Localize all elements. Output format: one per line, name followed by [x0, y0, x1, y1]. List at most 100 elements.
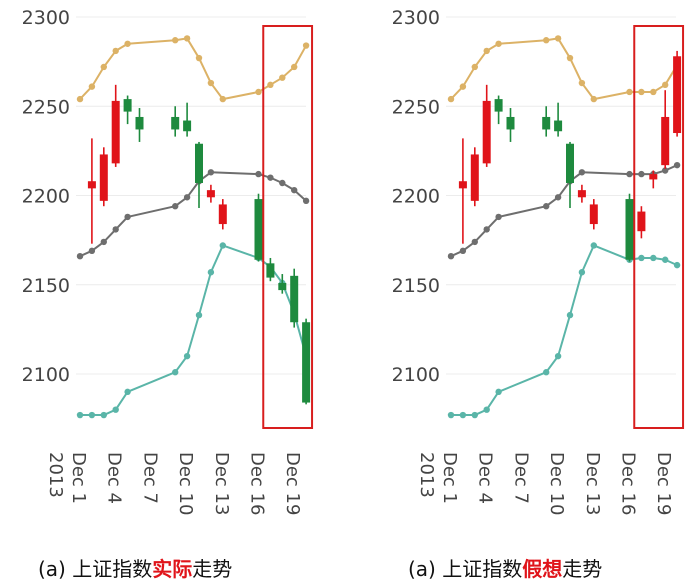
- ma_short-point: [638, 88, 645, 96]
- highlight-box: [633, 25, 685, 429]
- candle-down: [290, 268, 299, 328]
- candle-down: [625, 193, 634, 262]
- candle-body: [218, 204, 227, 225]
- candle-body: [542, 116, 551, 130]
- y-tick-label: 2100: [392, 364, 440, 386]
- x-tick-label: Dec 19: [282, 452, 303, 515]
- ma_short-point: [626, 88, 633, 96]
- ma_mid-point: [673, 161, 681, 169]
- ma_long-point: [172, 369, 179, 376]
- candle-up: [649, 170, 658, 189]
- candle-up: [637, 206, 646, 239]
- ma_short-point: [207, 79, 215, 87]
- ma_short-point: [183, 35, 191, 42]
- ma_long-point: [483, 406, 490, 413]
- candle-down: [171, 106, 180, 137]
- candle-down: [254, 193, 263, 262]
- candle-body: [266, 263, 275, 278]
- x-tick-label: Dec 7: [510, 452, 531, 504]
- ma_short-point: [219, 95, 226, 103]
- x-tick-sublabel: 2013: [45, 452, 66, 498]
- ma_short-point: [124, 40, 131, 47]
- ma_long-point: [195, 311, 203, 319]
- candle-body: [123, 99, 132, 112]
- ma_mid-point: [543, 203, 550, 210]
- ma_short-point: [302, 42, 310, 49]
- ma_mid-point: [471, 238, 478, 246]
- candle-body: [458, 181, 467, 189]
- candle-body: [649, 174, 658, 180]
- ma_short-point: [447, 95, 455, 103]
- ma_long-point: [566, 311, 574, 319]
- ma_long-point: [650, 254, 657, 262]
- caption-hypothetical: (a) 上证指数假想走势: [408, 553, 602, 582]
- ma_long-point: [447, 411, 455, 419]
- ma_mid-point: [267, 174, 274, 181]
- ma_mid-point: [76, 252, 84, 260]
- ma_long-point: [112, 406, 119, 413]
- candle-down: [506, 108, 515, 142]
- ma_mid-point: [255, 170, 262, 178]
- caption-actual-highlight: 实际: [152, 557, 193, 581]
- caption-hypothetical-prefix: (a) 上证指数: [408, 557, 523, 581]
- y-tick-label: 2250: [392, 96, 440, 118]
- candle-body: [183, 120, 192, 132]
- candle-up: [458, 138, 467, 244]
- ma_mid-point: [207, 169, 215, 176]
- x-tick-label: Dec 10: [175, 452, 196, 515]
- candle-body: [290, 275, 299, 323]
- candle-body: [111, 100, 120, 164]
- ma_mid-point: [662, 167, 669, 174]
- x-tick-label: Dec 10: [546, 452, 567, 515]
- candle-body: [278, 282, 287, 291]
- candle-up: [589, 199, 598, 230]
- ma_short-point: [543, 37, 550, 44]
- ma_long-point: [495, 388, 502, 396]
- ma_mid-point: [626, 170, 633, 178]
- candle-body: [195, 143, 203, 184]
- ma_mid-point: [638, 170, 645, 178]
- ma_short-point: [483, 47, 490, 55]
- candle-down: [566, 141, 574, 208]
- ma_short-point: [255, 88, 262, 96]
- ma_long-point: [207, 269, 215, 276]
- ma_short-point: [100, 63, 108, 71]
- ma_short-point: [279, 74, 286, 81]
- candle-body: [470, 154, 479, 201]
- ma_mid-point: [302, 197, 310, 205]
- candle-body: [577, 190, 586, 198]
- caption-actual-prefix: (a) 上证指数: [38, 557, 153, 581]
- x-tick-label: Dec 13: [211, 452, 232, 515]
- ma_long-point: [662, 256, 669, 263]
- ma_short-point: [590, 95, 597, 103]
- x-tick-label: Dec 19: [653, 452, 674, 515]
- candle-down: [123, 95, 132, 125]
- candle-up: [673, 50, 682, 137]
- candle-body: [589, 204, 598, 225]
- candle-body: [135, 116, 144, 130]
- ma_short-point: [471, 63, 478, 71]
- x-tick-label: Dec 16: [247, 452, 268, 515]
- ma_long-point: [578, 269, 586, 276]
- candle-body: [171, 116, 180, 130]
- x-tick-label: Dec 4: [104, 452, 125, 504]
- ma_mid-point: [578, 169, 586, 176]
- ma_short-point: [662, 81, 669, 89]
- caption-actual-suffix: 走势: [192, 557, 233, 581]
- candle-down: [278, 274, 287, 294]
- y-tick-label: 2200: [392, 186, 440, 208]
- ma_mid-point: [112, 226, 119, 233]
- x-tick-sublabel: 2013: [416, 452, 437, 498]
- caption-actual: (a) 上证指数实际走势: [38, 553, 232, 582]
- y-tick-label: 2300: [392, 7, 440, 29]
- candle-body: [494, 99, 503, 112]
- candle-body: [637, 211, 646, 232]
- ma_short-point: [291, 63, 298, 71]
- x-tick-label: Dec 1: [68, 452, 89, 504]
- y-tick-label: 2100: [22, 364, 70, 386]
- candle-up: [661, 90, 670, 169]
- ma_mid-point: [554, 194, 562, 201]
